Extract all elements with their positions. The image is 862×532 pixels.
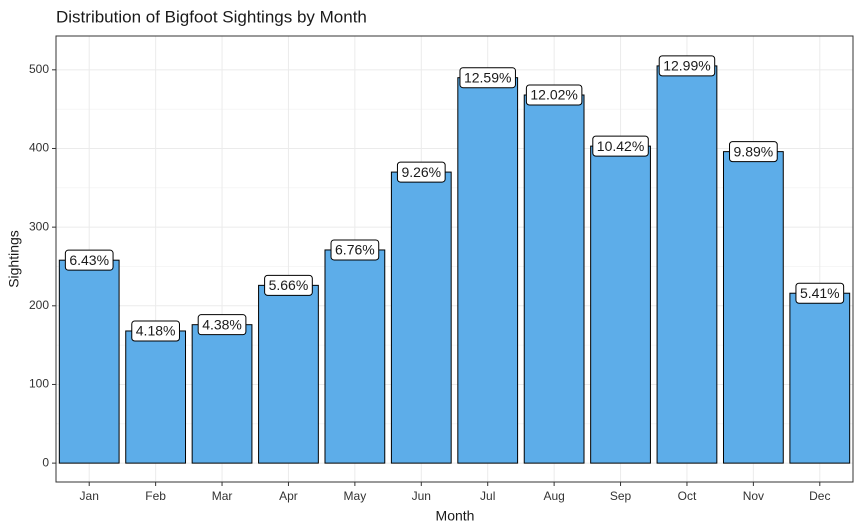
bar-label-box	[197, 314, 247, 336]
bar-label-box	[396, 161, 446, 183]
x-tick-label: Jun	[412, 489, 431, 503]
bar-label-box	[64, 249, 114, 271]
chart-title: Distribution of Bigfoot Sightings by Mon…	[56, 7, 367, 26]
bar	[390, 171, 452, 464]
bar	[258, 284, 319, 464]
bar	[523, 94, 585, 464]
bar-label: 9.26%	[401, 164, 441, 180]
bar-label-box	[795, 282, 845, 304]
bar	[125, 330, 187, 464]
bar-label-box	[330, 239, 380, 261]
bar-label-box	[525, 84, 583, 106]
bar	[590, 145, 651, 464]
bar	[722, 151, 784, 464]
x-tick-label: Oct	[678, 489, 697, 503]
x-tick-label: Feb	[145, 489, 166, 503]
bar-label: 5.66%	[269, 277, 309, 293]
plot-border	[55, 35, 854, 483]
y-tick-label: 300	[29, 219, 49, 233]
x-tick-label: Sep	[610, 489, 632, 503]
x-axis-label: Month	[436, 508, 475, 524]
y-tick-label: 200	[29, 298, 49, 312]
y-tick-label: 100	[29, 377, 49, 391]
bar-label: 12.02%	[530, 87, 577, 103]
bar	[324, 249, 386, 464]
x-tick-label: May	[344, 489, 367, 503]
bar	[789, 292, 851, 464]
bar-label-box	[264, 274, 313, 296]
y-tick-label: 400	[29, 141, 49, 155]
x-tick-label: Jul	[480, 489, 495, 503]
bar-label-box	[729, 141, 778, 163]
bar-label: 6.76%	[335, 242, 375, 258]
bar-label: 5.41%	[800, 285, 840, 301]
bar	[191, 324, 253, 464]
y-tick-label: 500	[29, 62, 49, 76]
bar-label: 10.42%	[597, 138, 644, 154]
bar-label-box	[592, 135, 649, 157]
bar	[457, 77, 519, 464]
y-tick-label: 0	[42, 455, 49, 469]
bar-label-box	[131, 320, 180, 342]
bar-label: 12.99%	[663, 58, 710, 74]
bar	[656, 65, 718, 464]
bar-label: 12.59%	[464, 69, 511, 85]
x-tick-label: Jan	[80, 489, 99, 503]
bar-label: 6.43%	[69, 252, 109, 268]
y-axis-label: Sightings	[6, 230, 22, 288]
x-tick-label: Apr	[279, 489, 298, 503]
x-tick-label: Nov	[743, 489, 764, 503]
bar-label: 9.89%	[734, 143, 774, 159]
x-tick-label: Dec	[809, 489, 830, 503]
bar-label: 4.18%	[136, 323, 176, 339]
bar	[58, 259, 120, 464]
x-tick-label: Mar	[212, 489, 233, 503]
bar-label-box	[459, 67, 516, 89]
bar-label: 4.38%	[202, 316, 242, 332]
x-tick-label: Aug	[543, 489, 564, 503]
bar-label-box	[658, 55, 716, 77]
